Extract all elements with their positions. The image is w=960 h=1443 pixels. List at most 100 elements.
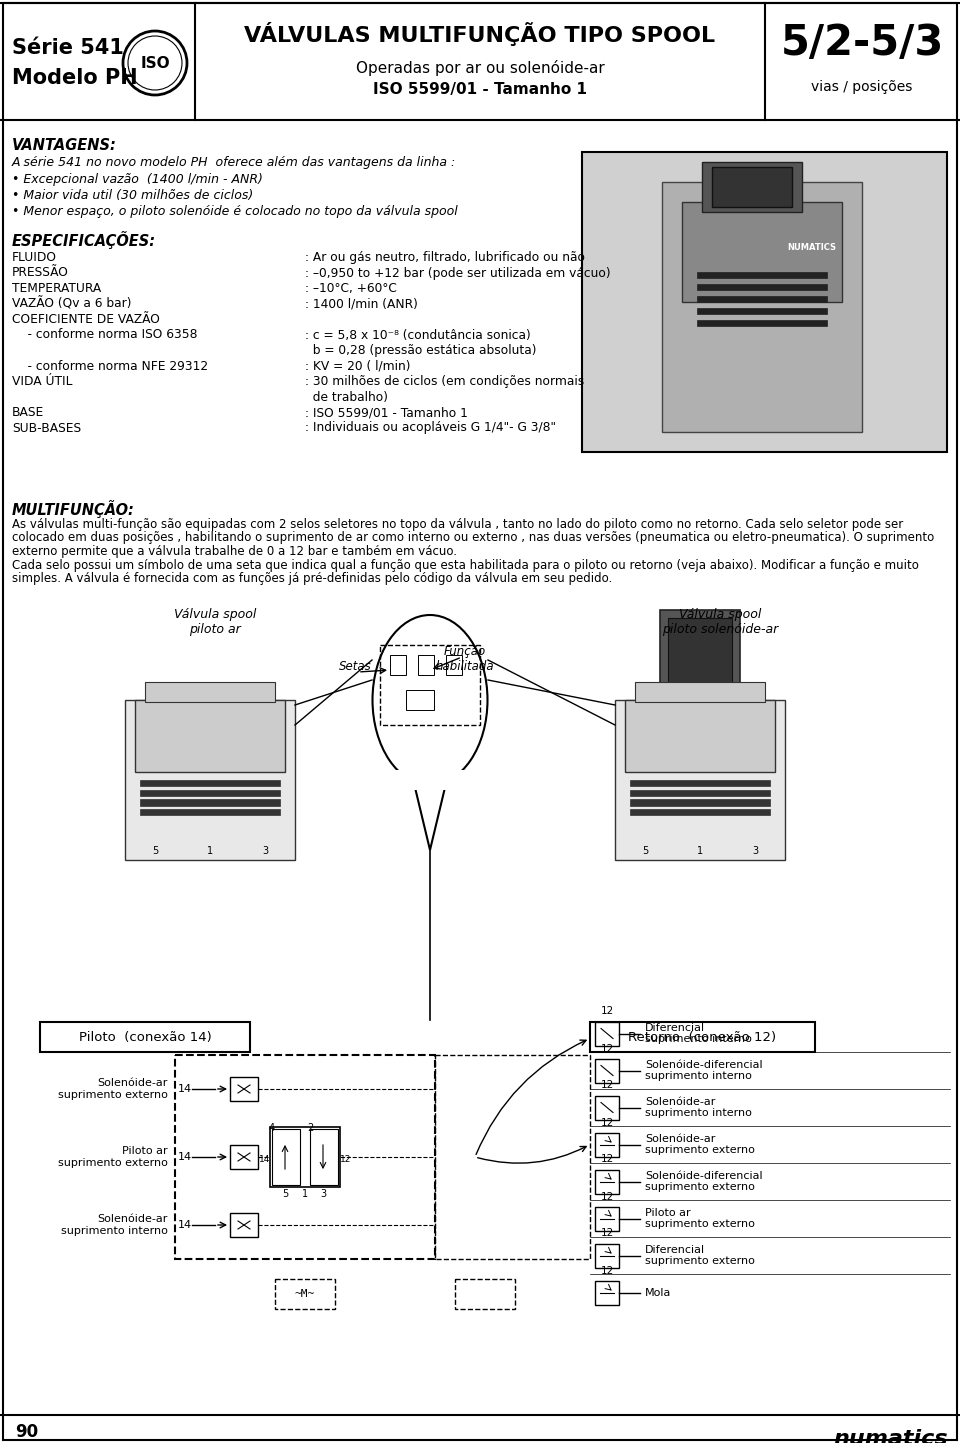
Circle shape [630,812,660,843]
Text: - conforme norma NFE 29312: - conforme norma NFE 29312 [12,359,208,372]
Text: 12: 12 [600,1007,613,1016]
Circle shape [147,820,163,835]
Bar [630,808,770,815]
Circle shape [710,820,726,835]
Text: : 30 milhões de ciclos (em condições normais: : 30 milhões de ciclos (em condições nor… [305,375,585,388]
Circle shape [175,687,185,697]
Bar [435,1055,590,1258]
Bar [135,700,285,772]
Text: Solenóide-ar
suprimento interno: Solenóide-ar suprimento interno [61,1214,168,1235]
Bar [140,781,280,786]
Bar [662,182,862,431]
Text: PRESSÃO: PRESSÃO [12,267,69,280]
Bar [390,655,406,675]
Bar [380,645,480,724]
Circle shape [220,820,236,835]
Text: • Menor espaço, o piloto solenóide é colocado no topo da válvula spool: • Menor espaço, o piloto solenóide é col… [12,205,458,218]
Text: externo permite que a válvula trabalhe de 0 a 12 bar e também em vácuo.: externo permite que a válvula trabalhe d… [12,545,457,558]
Circle shape [703,812,733,843]
Bar [270,1127,340,1188]
Circle shape [804,369,840,405]
Text: Operadas por ar ou solenóide-ar: Operadas por ar ou solenóide-ar [355,61,605,76]
Bar [660,610,740,700]
Bar [668,618,732,693]
Text: 5: 5 [152,846,158,856]
Bar [140,799,280,805]
Text: 12: 12 [340,1154,351,1163]
Circle shape [772,377,792,397]
Circle shape [140,812,170,843]
Circle shape [177,812,207,843]
Bar [625,700,775,772]
Text: Solenóide-ar
suprimento externo: Solenóide-ar suprimento externo [645,1134,755,1156]
Bar [175,1055,435,1258]
Text: Válvula spool
piloto solenóide-ar: Válvula spool piloto solenóide-ar [661,608,779,636]
Text: • Excepcional vazão  (1400 l/min - ANR): • Excepcional vazão (1400 l/min - ANR) [12,173,263,186]
Text: VIDA ÚTIL: VIDA ÚTIL [12,375,73,388]
Text: 3: 3 [752,846,758,856]
Bar [406,690,434,710]
Bar [455,1278,515,1309]
Text: Setas: Setas [339,659,372,672]
Text: A série 541 no novo modelo PH  oferece além das vantagens da linha :: A série 541 no novo modelo PH oferece al… [12,156,456,169]
Bar [630,799,770,805]
Bar [595,1244,619,1267]
Bar [230,1076,258,1101]
Ellipse shape [372,615,488,785]
Bar [140,789,280,797]
Text: simples. A válvula é fornecida com as funções já pré-definidas pelo código da vá: simples. A válvula é fornecida com as fu… [12,571,612,584]
Text: : –0,950 to +12 bar (pode ser utilizada em vácuo): : –0,950 to +12 bar (pode ser utilizada … [305,267,611,280]
Text: 12: 12 [600,1266,613,1276]
Text: COEFICIENTE DE VAZÃO: COEFICIENTE DE VAZÃO [12,313,160,326]
Text: 3: 3 [262,846,268,856]
Bar [230,1144,258,1169]
Text: Série 541: Série 541 [12,38,124,58]
Bar [630,789,770,797]
Text: ~M~: ~M~ [295,1289,315,1299]
Text: ISO 5599/01 - Tamanho 1: ISO 5599/01 - Tamanho 1 [373,82,587,97]
Text: - conforme norma ISO 6358: - conforme norma ISO 6358 [12,329,198,342]
Bar [310,1128,338,1185]
Text: ESPECIFICAÇÕES:: ESPECIFICAÇÕES: [12,231,156,250]
Text: 14: 14 [258,1154,270,1163]
Text: colocado em duas posições , habilitando o suprimento de ar como interno ou exter: colocado em duas posições , habilitando … [12,531,934,544]
Text: Mola: Mola [645,1287,671,1297]
Text: SUB-BASES: SUB-BASES [12,421,82,434]
Circle shape [747,820,763,835]
Text: 3: 3 [320,1189,326,1199]
Bar [590,1022,815,1052]
Bar [275,1278,335,1309]
Bar [125,700,295,860]
Circle shape [184,820,200,835]
Bar [697,284,827,290]
Bar [635,683,765,701]
Text: : KV = 20 ( l/min): : KV = 20 ( l/min) [305,359,411,372]
Bar [697,307,827,315]
Text: Modelo PH: Modelo PH [12,68,137,88]
Text: TEMPERATURA: TEMPERATURA [12,281,101,294]
Text: BASE: BASE [12,405,44,418]
Text: : 1400 l/min (ANR): : 1400 l/min (ANR) [305,297,418,310]
Text: As válvulas multi-função são equipadas com 2 selos seletores no topo da válvula : As válvulas multi-função são equipadas c… [12,518,903,531]
Text: 2: 2 [307,1123,313,1133]
Polygon shape [412,775,448,850]
Text: 12: 12 [600,1043,613,1053]
Text: 14: 14 [178,1152,192,1162]
Text: Cada selo possui um símbolo de uma seta que indica qual a função que esta habili: Cada selo possui um símbolo de uma seta … [12,558,919,571]
Text: NUMATICS: NUMATICS [787,242,836,251]
Text: Diferencial
suprimento externo: Diferencial suprimento externo [645,1245,755,1267]
Bar [595,1280,619,1304]
Text: 5: 5 [282,1189,288,1199]
Text: 5/2-5/3: 5/2-5/3 [780,22,944,63]
Text: Retorno  (conexão 12): Retorno (conexão 12) [628,1030,776,1043]
Text: : –10°C, +60°C: : –10°C, +60°C [305,281,396,294]
Text: VÁLVULAS MULTIFUNÇÃO TIPO SPOOL: VÁLVULAS MULTIFUNÇÃO TIPO SPOOL [245,22,715,46]
Bar [682,202,842,302]
Bar [697,296,827,302]
Text: ISO: ISO [140,55,170,71]
Text: 5: 5 [642,846,648,856]
Text: 12: 12 [600,1228,613,1238]
Text: Piloto  (conexão 14): Piloto (conexão 14) [79,1030,211,1043]
Bar [702,162,802,212]
Text: 1: 1 [697,846,703,856]
